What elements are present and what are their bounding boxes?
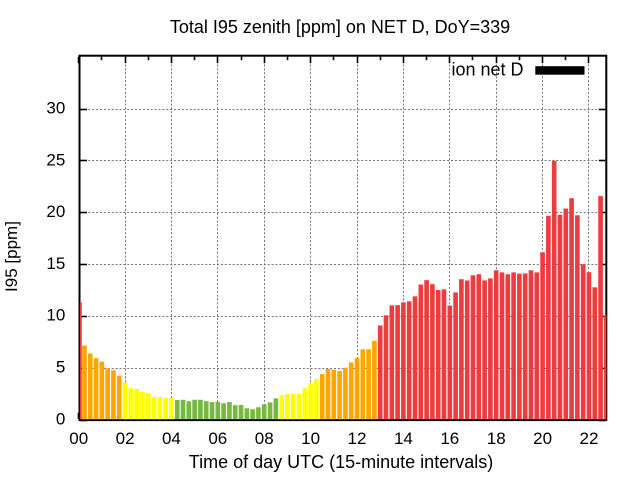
- svg-text:Total I95 zenith [ppm] on NET: Total I95 zenith [ppm] on NET D, DoY=339: [170, 17, 510, 37]
- svg-text:08: 08: [255, 429, 274, 448]
- svg-text:16: 16: [440, 429, 459, 448]
- svg-text:18: 18: [487, 429, 506, 448]
- svg-text:25: 25: [46, 150, 65, 169]
- svg-text:14: 14: [394, 429, 413, 448]
- svg-text:5: 5: [56, 358, 65, 377]
- svg-text:22: 22: [580, 429, 599, 448]
- svg-text:02: 02: [116, 429, 135, 448]
- svg-text:20: 20: [46, 202, 65, 221]
- svg-text:ion net D: ion net D: [451, 60, 523, 80]
- svg-text:00: 00: [69, 429, 88, 448]
- svg-text:06: 06: [208, 429, 227, 448]
- svg-text:10: 10: [46, 306, 65, 325]
- svg-text:10: 10: [301, 429, 320, 448]
- svg-text:0: 0: [56, 409, 65, 428]
- svg-text:12: 12: [348, 429, 367, 448]
- svg-text:I95 [ppm]: I95 [ppm]: [2, 221, 21, 292]
- svg-text:20: 20: [533, 429, 552, 448]
- svg-text:15: 15: [46, 254, 65, 273]
- svg-text:04: 04: [162, 429, 181, 448]
- svg-text:Time of day UTC (15-minute int: Time of day UTC (15-minute intervals): [189, 452, 493, 472]
- svg-text:30: 30: [46, 98, 65, 117]
